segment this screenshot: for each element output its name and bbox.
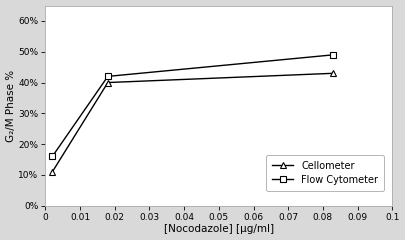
Flow Cytometer — [50, 155, 55, 158]
Y-axis label: G₂/M Phase %: G₂/M Phase % — [6, 70, 15, 142]
Cellometer — [105, 81, 110, 84]
Flow Cytometer — [105, 75, 110, 78]
Line: Flow Cytometer: Flow Cytometer — [49, 51, 337, 160]
Flow Cytometer — [331, 53, 336, 56]
Line: Cellometer: Cellometer — [49, 70, 337, 175]
Cellometer — [331, 72, 336, 75]
Legend: Cellometer, Flow Cytometer: Cellometer, Flow Cytometer — [266, 155, 384, 191]
X-axis label: [Nocodazole] [µg/ml]: [Nocodazole] [µg/ml] — [164, 224, 274, 234]
Cellometer — [50, 170, 55, 173]
